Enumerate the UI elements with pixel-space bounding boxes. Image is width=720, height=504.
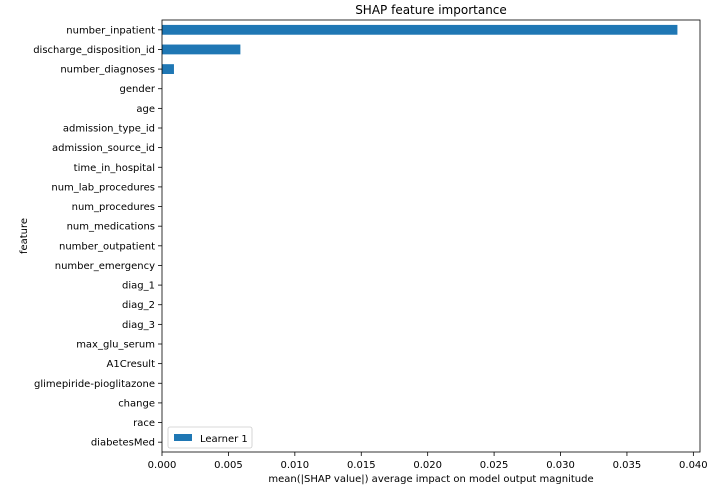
y-tick-label: change xyxy=(118,398,155,409)
y-tick-label: max_glu_serum xyxy=(76,340,155,351)
x-axis-ticks: 0.000 0.005 0.010 0.015 0.020 0.025 0.030 0.035… xyxy=(148,452,708,471)
x-tick-label: 0.030 xyxy=(546,460,575,471)
x-tick-label: 0.010 xyxy=(281,460,310,471)
y-tick-label: gender xyxy=(120,84,156,95)
y-tick-label: diag_1 xyxy=(122,281,155,292)
bar-number_diagnoses xyxy=(162,64,174,74)
x-tick-label: 0.005 xyxy=(214,460,243,471)
y-tick-label: number_outpatient xyxy=(59,241,155,252)
bar-discharge_disposition_id xyxy=(162,44,241,55)
plot-frame xyxy=(161,19,701,453)
y-tick-label: time_in_hospital xyxy=(74,163,155,174)
y-tick-label: num_procedures xyxy=(72,202,155,213)
y-tick-label: diag_2 xyxy=(122,300,155,311)
y-axis-ticks: number_inpatient discharge_disposition_id… xyxy=(33,25,162,449)
y-tick-label: num_lab_procedures xyxy=(51,182,155,193)
x-tick-label: 0.020 xyxy=(413,460,442,471)
y-tick-label: admission_source_id xyxy=(52,143,155,154)
bars-group xyxy=(162,24,678,74)
y-tick-label: race xyxy=(133,418,155,429)
y-tick-label: number_diagnoses xyxy=(60,65,155,76)
y-axis-label: feature xyxy=(19,218,30,254)
y-tick-label: A1Cresult xyxy=(107,359,156,370)
y-tick-label: admission_type_id xyxy=(63,124,155,135)
legend: Learner 1 xyxy=(167,426,253,449)
y-tick-label: number_inpatient xyxy=(66,25,155,36)
legend-box xyxy=(167,426,253,449)
y-tick-label: discharge_disposition_id xyxy=(33,45,155,56)
chart-title: SHAP feature importance xyxy=(355,3,507,17)
legend-swatch xyxy=(174,434,192,441)
x-tick-label: 0.000 xyxy=(148,460,177,471)
y-tick-label: age xyxy=(136,104,155,115)
y-tick-label: diabetesMed xyxy=(91,438,155,449)
x-tick-label: 0.015 xyxy=(347,460,376,471)
y-tick-label: number_emergency xyxy=(55,261,155,272)
legend-entry: Learner 1 xyxy=(200,434,248,445)
x-tick-label: 0.025 xyxy=(480,460,509,471)
bar-number_inpatient xyxy=(162,24,678,35)
x-tick-label: 0.040 xyxy=(679,460,708,471)
x-tick-label: 0.035 xyxy=(613,460,642,471)
y-tick-label: diag_3 xyxy=(122,320,155,331)
y-tick-label: glimepiride-pioglitazone xyxy=(34,379,155,390)
y-tick-label: num_medications xyxy=(67,222,155,233)
x-axis-label: mean(|SHAP value|) average impact on mod… xyxy=(268,474,593,485)
